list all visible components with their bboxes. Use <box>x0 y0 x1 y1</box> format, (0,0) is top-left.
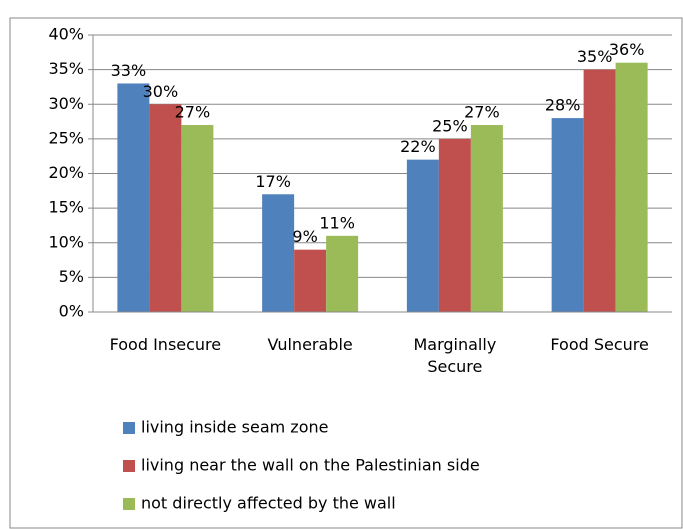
x-tick-label: Marginally Secure <box>413 335 497 376</box>
data-label: 30% <box>143 82 179 101</box>
bar <box>181 125 214 313</box>
bar <box>149 104 182 312</box>
legend-label: living inside seam zone <box>141 418 328 437</box>
legend-swatch <box>123 460 135 472</box>
bar <box>438 138 471 312</box>
legend-label: living near the wall on the Palestinian … <box>141 456 480 475</box>
legend-label: not directly affected by the wall <box>141 494 396 513</box>
x-tick-label: Food Secure <box>550 335 649 354</box>
bar <box>294 249 327 312</box>
bar <box>615 62 648 313</box>
bar <box>551 118 584 312</box>
data-label: 25% <box>432 116 468 135</box>
data-label: 28% <box>545 96 581 115</box>
x-tick-label: Vulnerable <box>267 335 353 354</box>
bar <box>326 235 359 312</box>
chart-border <box>9 17 683 529</box>
legend-swatch <box>123 422 135 434</box>
bar <box>406 159 439 312</box>
y-tick-label: 20% <box>48 163 84 182</box>
y-tick-label: 5% <box>59 267 84 286</box>
x-tick-label: Food Insecure <box>109 335 222 354</box>
y-tick-label: 25% <box>48 128 84 147</box>
y-tick-label: 40% <box>48 25 84 44</box>
legend-swatch <box>123 498 135 510</box>
data-label: 22% <box>400 137 436 156</box>
bar <box>583 69 616 312</box>
data-label: 33% <box>111 61 147 80</box>
data-label: 35% <box>577 47 613 66</box>
data-label: 27% <box>464 103 500 122</box>
bar <box>117 83 150 312</box>
data-label: 9% <box>292 227 317 246</box>
data-label: 17% <box>255 172 291 191</box>
bar <box>470 125 503 313</box>
bar <box>262 194 295 312</box>
y-tick-label: 30% <box>48 94 84 113</box>
data-label: 27% <box>175 103 211 122</box>
data-label: 36% <box>609 40 645 59</box>
y-tick-label: 15% <box>48 198 84 217</box>
y-tick-label: 10% <box>48 232 84 251</box>
data-label: 11% <box>319 213 355 232</box>
y-tick-label: 35% <box>48 59 84 78</box>
y-tick-label: 0% <box>59 302 84 321</box>
